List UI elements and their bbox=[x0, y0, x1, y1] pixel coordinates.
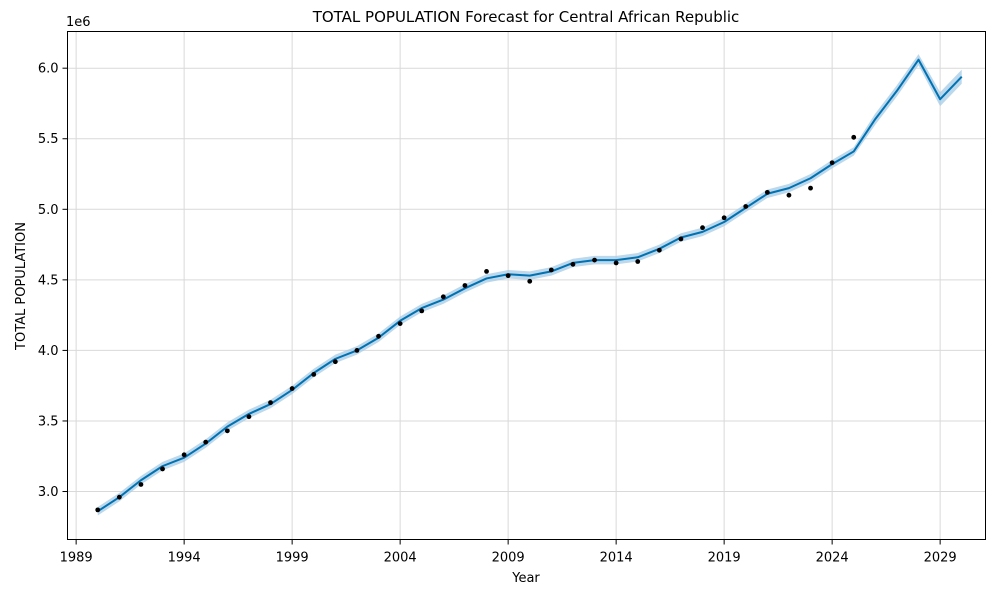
forecast-line bbox=[97, 58, 963, 513]
y-tick-label: 3.5 bbox=[38, 414, 59, 429]
y-tick-label: 6.0 bbox=[38, 62, 59, 77]
actual-data-point bbox=[527, 278, 533, 284]
actual-data-point bbox=[116, 494, 122, 500]
y-axis-title: TOTAL POPULATION bbox=[14, 222, 29, 351]
x-axis-ticks: 1989 1994 1999 2004 2009 2014 2019 2024 2029 bbox=[60, 539, 957, 566]
x-tick-label: 1994 bbox=[168, 551, 201, 566]
actual-data-point bbox=[484, 268, 489, 274]
actual-data-point bbox=[354, 348, 360, 353]
actual-data-point bbox=[808, 185, 813, 191]
actual-data-point bbox=[160, 466, 165, 472]
y-tick-label: 5.0 bbox=[38, 203, 59, 218]
actual-data-point bbox=[224, 428, 230, 434]
y-tick-label: 5.5 bbox=[38, 132, 59, 147]
actual-data-point bbox=[462, 283, 468, 288]
actual-data-point bbox=[721, 215, 727, 221]
actual-data-point bbox=[764, 189, 770, 195]
actual-data-point bbox=[376, 333, 381, 339]
plot-frame bbox=[67, 31, 986, 540]
x-tick-label: 1989 bbox=[60, 551, 93, 566]
actual-data-point bbox=[786, 192, 792, 198]
x-tick-label: 2024 bbox=[816, 551, 849, 566]
actual-data-point bbox=[289, 386, 295, 391]
actual-data-point bbox=[138, 482, 144, 487]
actual-data-point bbox=[332, 359, 338, 365]
x-tick-label: 1999 bbox=[276, 551, 309, 566]
actual-data-point bbox=[678, 236, 684, 242]
x-tick-label: 2004 bbox=[384, 551, 417, 566]
actual-data-point bbox=[419, 308, 425, 314]
actual-data-point bbox=[95, 507, 101, 513]
actual-data-point bbox=[505, 273, 511, 279]
x-tick-label: 2029 bbox=[924, 551, 957, 566]
actual-data-point bbox=[203, 439, 209, 445]
actual-data-point bbox=[700, 225, 705, 231]
actual-data-point bbox=[548, 267, 554, 273]
actual-data-point bbox=[268, 400, 273, 406]
actual-data-point bbox=[181, 452, 187, 458]
y-axis-ticks: 3.0 3.5 4.0 4.5 5.0 5.5 6.0 bbox=[38, 62, 68, 500]
actual-data-point bbox=[613, 260, 619, 266]
actual-data-point bbox=[635, 259, 641, 264]
x-axis-title: Year bbox=[511, 571, 540, 586]
y-tick-label: 4.0 bbox=[38, 344, 59, 359]
x-tick-label: 2019 bbox=[708, 551, 741, 566]
actual-points-layer bbox=[95, 134, 857, 513]
actual-data-point bbox=[656, 247, 662, 253]
actual-data-point bbox=[851, 134, 857, 140]
grid bbox=[67, 31, 986, 540]
y-offset-label: 1e6 bbox=[66, 15, 91, 30]
chart-title: TOTAL POPULATION Forecast for Central Af… bbox=[312, 8, 740, 26]
actual-data-point bbox=[397, 321, 403, 326]
actual-data-point bbox=[829, 160, 835, 166]
forecast-line-layer bbox=[97, 58, 963, 513]
y-tick-label: 3.0 bbox=[38, 485, 59, 500]
y-tick-label: 4.5 bbox=[38, 273, 59, 288]
actual-data-point bbox=[246, 414, 252, 420]
actual-data-point bbox=[570, 261, 576, 267]
actual-data-point bbox=[592, 257, 597, 263]
actual-data-point bbox=[743, 204, 749, 209]
x-tick-label: 2014 bbox=[600, 551, 633, 566]
x-tick-label: 2009 bbox=[492, 551, 525, 566]
actual-data-point bbox=[440, 294, 446, 300]
actual-data-point bbox=[311, 372, 317, 377]
